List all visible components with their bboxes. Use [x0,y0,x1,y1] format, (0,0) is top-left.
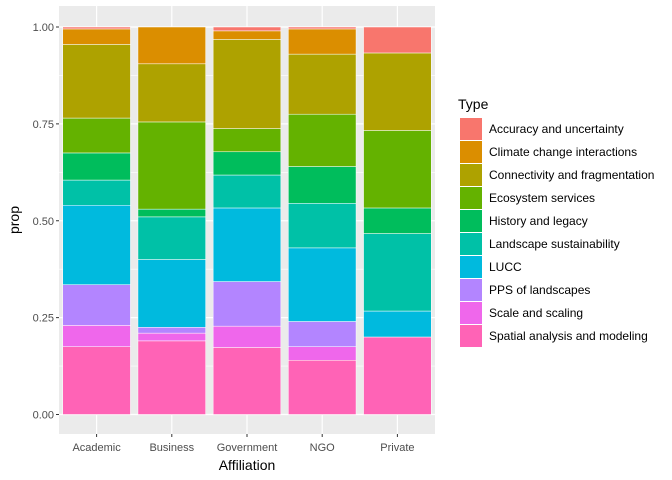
legend-swatch [460,187,482,209]
bar-segment [288,346,357,361]
legend-label: LUCC [489,260,522,274]
legend-swatch [460,302,482,324]
bar-segment [363,310,432,338]
bar-segment [363,26,432,54]
x-axis-title: Affiliation [219,457,276,473]
bar-segment [288,28,357,55]
legend-label: Scale and scaling [489,306,583,320]
bar-segment [288,203,357,249]
legend-swatch [460,325,482,347]
legend-label: Connectivity and fragmentation [489,168,654,182]
bar-segment [62,26,131,30]
y-axis-ticks: 0.00 0.25 0.50 0.75 1.00 [33,22,59,422]
bar-segment [363,52,432,131]
legend-swatch [460,210,482,232]
legend-label: PPS of landscapes [489,283,590,297]
bar-segment [212,325,282,348]
bar-segment [288,166,357,204]
legend-label: Landscape sustainability [489,237,620,251]
bar-segment [62,179,131,206]
bar-segment [288,247,357,322]
bar-segment [288,113,357,167]
x-tick-label: Academic [72,442,121,454]
x-axis-ticks: Academic Business Government NGO Private [72,434,415,454]
bar-segment [212,281,282,327]
bar-segment [62,152,131,181]
bar-segment [137,26,206,65]
bar-segment [137,332,206,342]
legend-label: History and legacy [489,214,588,228]
legend-swatch [460,141,482,163]
y-tick-label: 0.50 [33,216,54,228]
x-tick-label: NGO [310,442,336,454]
bar-segment [212,26,282,32]
bar-segment [62,284,131,326]
bar-segment [137,340,206,415]
bar-segment [62,117,131,154]
bar-segment [288,26,357,30]
legend-swatch [460,118,482,140]
x-tick-label: Government [217,442,278,454]
legend: Type Accuracy and uncertainty Climate cha… [458,96,654,347]
legend-swatch [460,279,482,301]
bar-segment [363,233,432,312]
bars [62,26,432,415]
bar-segment [62,325,131,347]
bar-segment [212,174,282,209]
bar-segment [212,128,282,153]
y-tick-label: 0.75 [33,119,54,131]
bar-segment [62,44,131,119]
bar-segment [62,205,131,285]
legend-swatch [460,233,482,255]
legend-swatch [460,164,482,186]
bar-segment [288,321,357,347]
bar-segment [363,130,432,209]
y-tick-label: 0.00 [33,410,54,422]
bar-segment [363,336,432,415]
bar-segment [137,216,206,260]
bar-segment [137,327,206,334]
bar-segment [212,151,282,176]
bar-segment [212,347,282,415]
bar-segment [288,53,357,115]
y-tick-label: 0.25 [33,313,54,325]
legend-label: Accuracy and uncertainty [489,122,624,136]
legend-label: Ecosystem services [489,191,595,205]
x-tick-label: Private [380,442,414,454]
bar-segment [212,39,282,129]
y-tick-label: 1.00 [33,22,54,34]
bar-segment [137,259,206,328]
bar-segment [212,30,282,40]
legend-label: Climate change interactions [489,145,637,159]
bar-segment [212,207,282,282]
legend-title: Type [458,96,489,112]
y-axis-title: prop [6,206,22,234]
bar-segment [62,28,131,45]
bar-segment [137,63,206,123]
bar-segment [62,346,131,415]
bar-segment [137,121,206,210]
legend-swatch [460,256,482,278]
bar-segment [363,207,432,234]
x-tick-label: Business [149,442,194,454]
bar-segment [137,208,206,218]
bar-segment [288,360,357,415]
legend-label: Spatial analysis and modeling [489,329,648,343]
